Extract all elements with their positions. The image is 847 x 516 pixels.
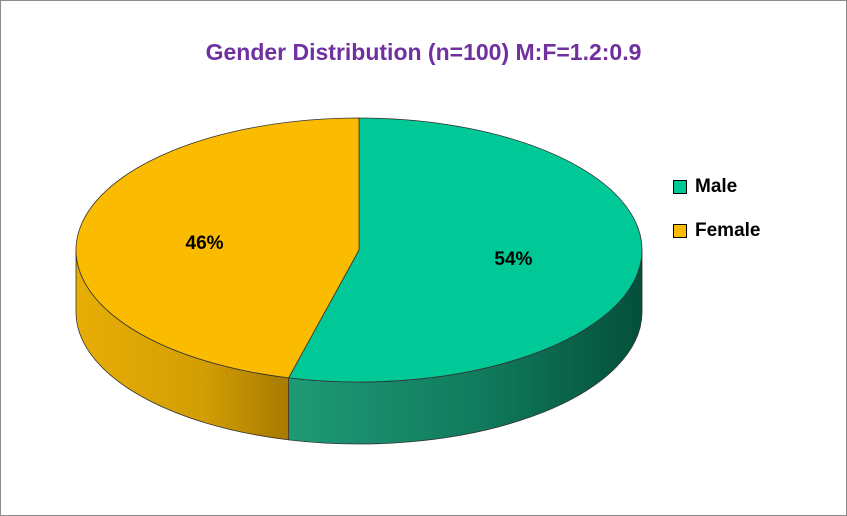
data-label-female: 46% [186, 233, 224, 254]
pie-slice-female [75, 117, 360, 379]
legend-label-female: Female [695, 220, 761, 241]
legend-swatch-male [673, 180, 687, 194]
legend: Male Female [673, 176, 760, 264]
legend-label-male: Male [695, 176, 738, 197]
chart-title: Gender Distribution (n=100) M:F=1.2:0.9 [205, 39, 642, 65]
data-label-male: 54% [494, 249, 532, 270]
legend-item-male: Male [673, 176, 760, 198]
pie-slice-male [287, 117, 643, 383]
legend-swatch-female [673, 224, 687, 238]
legend-item-female: Female [673, 220, 760, 242]
